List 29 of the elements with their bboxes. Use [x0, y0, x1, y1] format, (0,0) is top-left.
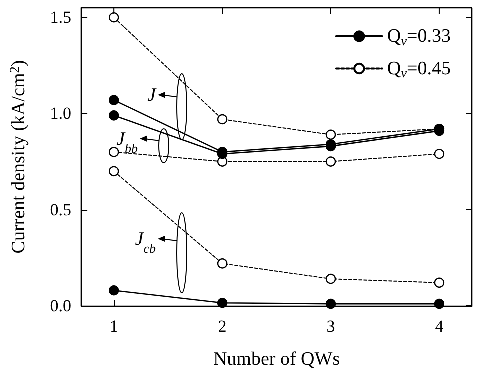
point	[108, 286, 120, 296]
point	[108, 95, 120, 106]
x-axis-title: Number of QWs	[213, 349, 340, 370]
point	[217, 258, 228, 269]
point	[108, 12, 120, 23]
point	[434, 149, 445, 160]
point	[326, 156, 336, 167]
x-tick-label: 3	[326, 317, 336, 336]
point	[108, 147, 120, 158]
x-tick-label: 1	[110, 317, 118, 336]
point	[108, 110, 120, 121]
point	[326, 274, 336, 284]
y-axis-title: Current density (kA/cm2)	[7, 60, 30, 254]
y-tick-label: 1.5	[50, 8, 72, 28]
point	[434, 298, 445, 310]
y-tick-label: 1.0	[50, 104, 72, 124]
x-tick-label: 2	[218, 317, 227, 336]
y-tick-label: 0.0	[50, 296, 72, 316]
annotation: J$_{cb}$	[135, 229, 156, 256]
annotation: J$_{bb}$	[116, 128, 138, 156]
point	[217, 114, 228, 125]
point	[108, 166, 120, 177]
point	[326, 298, 336, 310]
y-tick-label: 0.5	[50, 200, 72, 220]
annotation: J	[148, 85, 158, 106]
point	[217, 298, 228, 308]
point	[326, 130, 336, 140]
point	[434, 278, 445, 288]
x-tick-label: 4	[435, 317, 444, 336]
